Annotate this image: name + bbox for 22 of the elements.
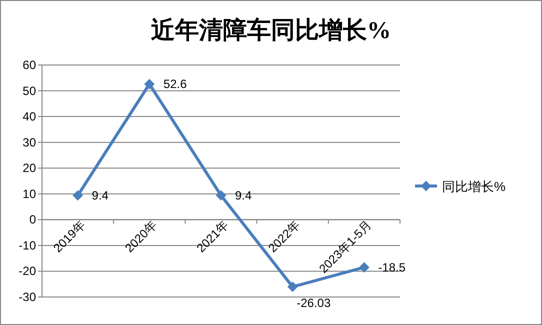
y-tick-label: -20	[18, 264, 36, 278]
data-label: -18.5	[378, 260, 406, 274]
data-label: -26.03	[296, 296, 331, 310]
data-label: 9.4	[92, 188, 109, 202]
y-tick-label: 50	[22, 84, 36, 98]
data-label: 52.6	[163, 77, 188, 92]
chart-title: 近年清障车同比增长%	[151, 17, 391, 44]
point	[144, 78, 155, 90]
y-tick-label: 40	[22, 110, 36, 124]
point	[358, 262, 370, 273]
point	[216, 190, 226, 201]
y-tick-label: 30	[22, 135, 36, 150]
y-tick-label: 60	[22, 58, 36, 72]
y-tick-label: 0	[29, 212, 36, 227]
legend-label: 同比增长%	[442, 179, 506, 194]
y-tick-label: 10	[22, 186, 36, 201]
y-tick-label: 20	[22, 161, 36, 176]
y-tick-label: -10	[18, 238, 36, 252]
y-tick-label: -30	[18, 290, 36, 304]
point	[72, 190, 84, 201]
data-label: 9.4	[235, 188, 252, 202]
point	[287, 282, 298, 292]
